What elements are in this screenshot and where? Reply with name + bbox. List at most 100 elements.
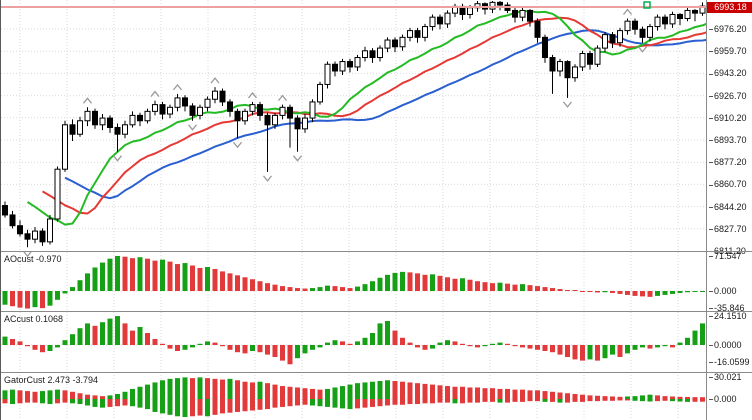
histogram-bar [107, 258, 113, 291]
fractal-up-icon [210, 77, 220, 84]
candle [152, 104, 158, 112]
pane-separator[interactable] [1, 311, 752, 312]
histogram-bar [542, 287, 548, 291]
histogram-bar [310, 388, 315, 399]
histogram-bar [115, 393, 120, 399]
histogram-bar [452, 341, 458, 345]
histogram-bar [415, 383, 420, 399]
histogram-bar [640, 399, 645, 402]
candle [437, 16, 443, 25]
histogram-bar [677, 396, 683, 399]
histogram-bar [355, 286, 360, 291]
histogram-bar [497, 388, 503, 399]
candle [54, 168, 61, 220]
histogram-bar [460, 386, 465, 399]
histogram-bar [467, 345, 473, 347]
histogram-bar [467, 387, 473, 399]
histogram-bar [475, 399, 480, 403]
histogram-bar [647, 394, 653, 399]
candle [339, 61, 346, 72]
histogram-bar [302, 399, 308, 405]
histogram-bar [310, 399, 315, 406]
histogram-bar [220, 399, 225, 414]
histogram-bar [85, 394, 90, 399]
candle [564, 61, 571, 79]
price-axis-label: 6910.20 [709, 113, 747, 123]
candle [159, 104, 166, 115]
histogram-bar [587, 395, 593, 399]
histogram-bar [475, 387, 480, 399]
price-axis-label: 24.1510 [709, 311, 747, 321]
price-axis[interactable]: 6993.18 6976.20 6959.70 6943.20 6926.70 6910… [706, 0, 752, 420]
histogram-bar [407, 342, 413, 345]
histogram-bar [422, 399, 428, 404]
histogram-bar [400, 399, 405, 405]
histogram-bar [160, 343, 165, 345]
histogram-bar [325, 399, 330, 407]
histogram-bar [535, 286, 540, 291]
histogram-bar [557, 399, 563, 403]
histogram-bar [542, 391, 548, 399]
histogram-bar [632, 396, 638, 399]
pane-separator[interactable] [1, 251, 752, 252]
histogram-bar [295, 288, 300, 291]
candle [662, 16, 668, 25]
histogram-bar [565, 399, 570, 403]
candle [354, 57, 361, 68]
histogram-bar [265, 399, 270, 410]
axis-tick [709, 291, 713, 293]
histogram-bar [190, 265, 195, 291]
histogram-bar [70, 287, 75, 291]
candle [617, 30, 623, 44]
histogram-bar [160, 380, 165, 399]
histogram-bar [272, 284, 278, 291]
histogram-bar [145, 399, 150, 410]
histogram-bar [460, 399, 465, 404]
histogram-bar [452, 386, 458, 399]
histogram-bar [430, 384, 435, 399]
histogram-bar [662, 345, 668, 347]
candle [392, 39, 398, 48]
candle [572, 66, 578, 79]
histogram-bar [332, 387, 338, 399]
histogram-bar [385, 321, 390, 345]
candle [677, 13, 683, 20]
histogram-bar [497, 399, 503, 403]
histogram-bar [700, 397, 705, 399]
histogram-bar [655, 395, 660, 399]
histogram-bar [392, 330, 398, 345]
histogram-bar [145, 258, 150, 291]
pane-separator[interactable] [1, 372, 752, 373]
histogram-bar [10, 339, 15, 345]
candle [129, 114, 136, 126]
price-axis-label: 6959.70 [709, 46, 747, 56]
candle [399, 36, 406, 48]
histogram-bar [167, 399, 173, 415]
candle [692, 9, 698, 14]
histogram-bar [130, 388, 135, 399]
histogram-bar [445, 386, 450, 399]
candle [257, 104, 263, 116]
histogram-bar [632, 291, 638, 296]
histogram-bar [647, 399, 653, 402]
histogram-bar [490, 388, 495, 399]
alligator-lips-line [26, 10, 726, 226]
histogram-bar [392, 272, 398, 291]
histogram-bar [655, 345, 660, 348]
histogram-bar [415, 345, 420, 348]
histogram-bar [625, 396, 630, 399]
fractal-down-icon [187, 124, 198, 131]
axis-tick [709, 399, 713, 401]
histogram-bar [482, 282, 488, 291]
histogram-bar [287, 399, 293, 407]
histogram-bar [40, 345, 45, 353]
histogram-bar [17, 291, 23, 308]
histogram-bar [257, 281, 263, 291]
histogram-bar [362, 337, 368, 345]
histogram-bar [100, 262, 105, 291]
histogram-bar [385, 380, 390, 399]
histogram-bar [160, 399, 165, 414]
histogram-bar [265, 383, 270, 399]
histogram-bar [407, 272, 413, 291]
